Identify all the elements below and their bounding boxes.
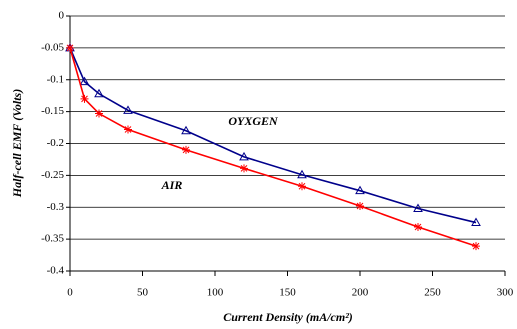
y-tick-label: 0 (59, 10, 65, 22)
y-tick-label: -0.25 (41, 169, 64, 181)
series-label: OYXGEN (228, 114, 279, 128)
x-tick-label: 50 (137, 287, 149, 299)
marker (95, 109, 103, 118)
marker (355, 185, 365, 195)
marker (124, 125, 132, 134)
marker (413, 203, 423, 213)
x-tick-label: 100 (207, 287, 224, 299)
series-label: AIR (161, 178, 183, 192)
marker (66, 43, 74, 52)
marker (240, 164, 248, 173)
marker (79, 76, 90, 86)
y-tick-label: -0.35 (41, 233, 64, 245)
marker (297, 169, 307, 179)
y-tick-label: -0.3 (47, 201, 65, 213)
x-tick-label: 250 (424, 287, 441, 299)
marker (239, 151, 249, 161)
marker (94, 88, 104, 98)
x-tick-label: 200 (352, 287, 369, 299)
marker (356, 201, 364, 210)
marker (182, 145, 190, 154)
series-line (69, 47, 477, 224)
x-tick-label: 0 (67, 287, 73, 299)
y-tick-label: -0.2 (47, 137, 64, 149)
y-tick-label: -0.05 (41, 41, 64, 53)
series-line (69, 47, 477, 247)
y-tick-label: -0.1 (47, 73, 64, 85)
y-axis-label: Half-cell EMF (Volts) (10, 89, 24, 198)
marker (298, 182, 306, 191)
y-tick-label: -0.15 (41, 105, 64, 117)
marker (471, 217, 481, 227)
marker (472, 242, 480, 251)
x-tick-label: 150 (279, 287, 296, 299)
x-tick-label: 300 (497, 287, 514, 299)
marker (181, 125, 191, 135)
x-axis-label: Current Density (mA/cm²) (223, 310, 353, 324)
marker (123, 105, 133, 114)
marker (414, 223, 422, 232)
y-tick-label: -0.4 (47, 265, 65, 277)
marker (80, 94, 89, 103)
